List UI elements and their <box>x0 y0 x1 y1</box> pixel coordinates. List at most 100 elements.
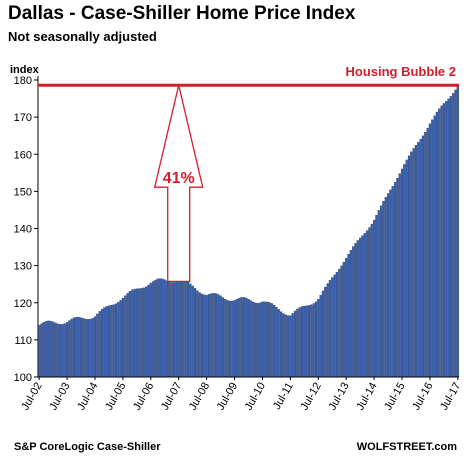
bar <box>126 293 129 378</box>
bar <box>184 280 187 378</box>
y-tick-label: 130 <box>14 261 32 273</box>
bar <box>261 301 264 378</box>
bar <box>172 282 176 378</box>
bar <box>449 96 452 378</box>
bar <box>317 299 320 378</box>
bar <box>70 318 73 378</box>
bar <box>186 281 190 378</box>
bar <box>233 300 236 378</box>
bar <box>340 265 343 378</box>
bar <box>210 293 213 378</box>
bar <box>75 316 78 378</box>
bar <box>221 297 225 378</box>
bar <box>328 280 332 378</box>
bar <box>103 307 106 378</box>
bar <box>368 227 371 378</box>
bar <box>224 299 227 378</box>
bar <box>445 101 448 378</box>
bar <box>298 307 301 378</box>
bar <box>214 293 218 378</box>
bar <box>454 89 457 378</box>
bar <box>277 309 280 378</box>
bar <box>452 93 455 378</box>
bar <box>203 294 206 378</box>
x-tick-label: Jul-05 <box>103 381 128 413</box>
bar <box>359 237 362 378</box>
bar <box>333 274 336 378</box>
bar <box>40 323 43 378</box>
bar <box>72 317 76 378</box>
bar <box>226 300 229 378</box>
bar <box>433 115 436 378</box>
x-tick-label: Jul-17 <box>438 381 463 413</box>
bar <box>131 289 134 378</box>
bar <box>212 293 215 378</box>
bar <box>168 281 171 378</box>
bar <box>77 316 80 378</box>
bar <box>289 315 292 378</box>
bar <box>266 301 269 378</box>
bar <box>361 235 364 378</box>
bar <box>426 127 429 378</box>
bar <box>205 295 208 378</box>
bar <box>424 131 427 378</box>
x-tick-label: Jul-16 <box>410 381 435 413</box>
bar <box>84 318 87 378</box>
bar <box>142 287 145 378</box>
x-tick-label: Jul-14 <box>354 381 379 413</box>
bar <box>61 324 64 378</box>
bar <box>98 311 101 378</box>
bar <box>307 305 311 378</box>
bar <box>440 105 443 378</box>
bar <box>228 300 232 378</box>
increase-arrow <box>153 85 204 283</box>
bar <box>419 138 422 378</box>
bar <box>382 201 385 378</box>
bar <box>349 250 352 378</box>
bar <box>252 301 255 378</box>
y-tick-label: 100 <box>14 372 32 384</box>
x-axis: Jul-02 Jul-03 Jul-04 Jul-05 Jul-06 Jul-07 Jul-… <box>19 376 463 413</box>
x-tick-label: Jul-13 <box>326 381 351 413</box>
bar <box>407 155 411 378</box>
bar <box>86 319 90 378</box>
bar <box>217 294 220 378</box>
bar <box>421 135 425 378</box>
bar <box>159 278 162 378</box>
bar <box>438 108 441 378</box>
bar <box>282 313 285 378</box>
bar <box>400 168 404 378</box>
bar <box>354 243 357 378</box>
x-tick-label: Jul-10 <box>243 381 268 413</box>
bar <box>245 297 248 378</box>
bar <box>138 288 141 378</box>
bar <box>373 219 376 378</box>
bar <box>200 293 204 378</box>
bar <box>161 278 164 378</box>
x-tick-label: Jul-15 <box>382 381 407 413</box>
bar <box>133 288 136 378</box>
bar <box>49 320 52 378</box>
increase-percent-label: 41% <box>163 170 195 187</box>
bar <box>154 279 157 378</box>
bar <box>207 294 211 378</box>
bar <box>284 314 287 378</box>
bar <box>456 85 459 378</box>
brand-credit: WOLFSTREET.com <box>356 441 457 453</box>
bar <box>386 193 390 378</box>
bar <box>42 322 45 378</box>
bar <box>128 291 132 378</box>
bar <box>303 305 306 378</box>
y-tick-label: 160 <box>14 149 32 161</box>
bar <box>114 303 118 378</box>
bar <box>305 305 308 378</box>
bar <box>93 316 97 378</box>
bar <box>231 300 234 378</box>
bar <box>279 311 283 378</box>
bar <box>89 318 92 378</box>
bar <box>291 313 294 378</box>
bar <box>193 288 197 378</box>
bar <box>156 278 159 378</box>
bar <box>198 292 201 378</box>
bar <box>219 295 222 378</box>
